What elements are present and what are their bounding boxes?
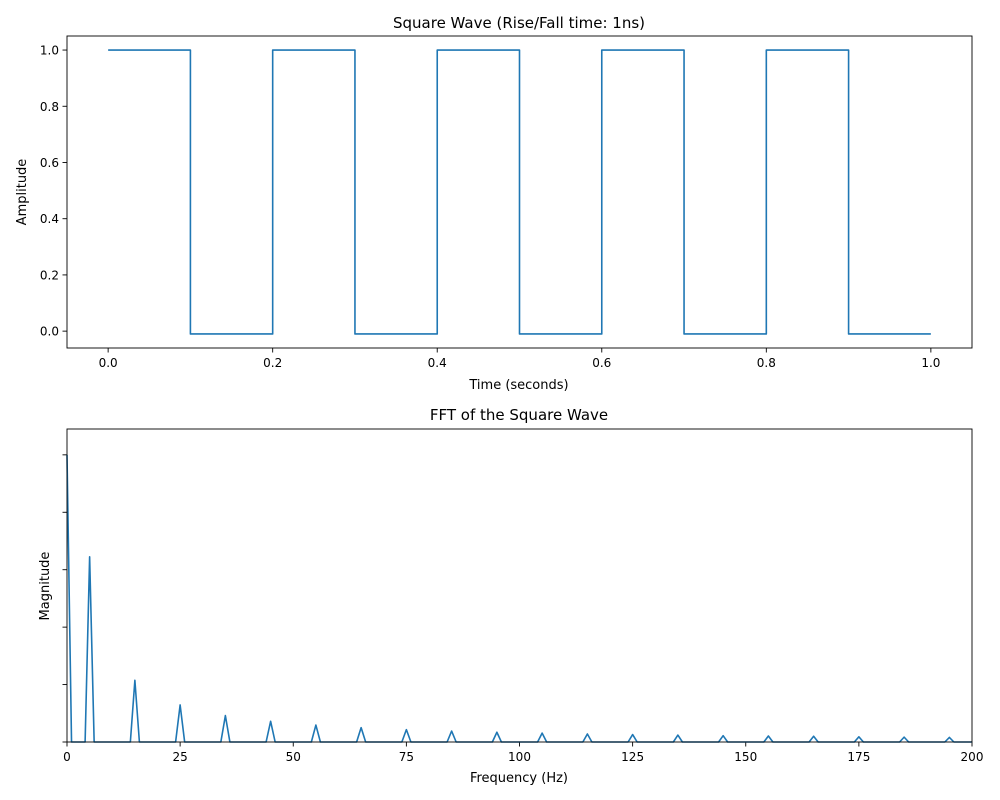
square-wave-ytick-label: 1.0 xyxy=(40,44,59,58)
fft-xtick-label: 75 xyxy=(399,750,414,764)
fft-xtick-label: 175 xyxy=(847,750,870,764)
fft-axes-frame xyxy=(66,428,973,743)
fft-xtick-label: 50 xyxy=(286,750,301,764)
fft-xlabel: Frequency (Hz) xyxy=(470,771,568,786)
fft-xtick-label: 150 xyxy=(734,750,757,764)
square-wave-xlabel: Time (seconds) xyxy=(468,378,568,393)
fft-xtick-label: 0 xyxy=(63,750,71,764)
square-wave-xtick-label: 0.6 xyxy=(592,356,611,370)
square-wave-ticks: 0.0 0.2 0.4 0.6 0.8 1.0 0.0 0.2 0.4 0.6 0.8 1.0 xyxy=(40,44,941,370)
fft-subplot: FFT of the Square Wave Frequency (Hz) Ma… xyxy=(38,406,983,786)
fft-xtick-label: 125 xyxy=(621,750,644,764)
square-wave-xtick-label: 1.0 xyxy=(921,356,940,370)
square-wave-series-line xyxy=(108,49,931,335)
square-wave-ytick-label: 0.6 xyxy=(40,156,59,170)
square-wave-axes-frame xyxy=(66,35,973,349)
square-wave-lines xyxy=(108,49,931,335)
square-wave-ytick-label: 0.4 xyxy=(40,212,59,226)
square-wave-subplot: Square Wave (Rise/Fall time: 1ns) Time (… xyxy=(15,14,973,393)
square-wave-ylabel: Amplitude xyxy=(15,159,30,226)
square-wave-xtick-label: 0.4 xyxy=(428,356,447,370)
fft-ylabel: Magnitude xyxy=(38,552,53,621)
square-wave-ytick-label: 0.0 xyxy=(40,325,59,339)
square-wave-ytick-label: 0.2 xyxy=(40,268,59,282)
square-wave-xtick-label: 0.8 xyxy=(757,356,776,370)
square-wave-xtick-label: 0.2 xyxy=(263,356,282,370)
fft-ticks: 0 25 50 75 100 125 150 175 200 xyxy=(62,454,984,764)
fft-xtick-label: 100 xyxy=(508,750,531,764)
fft-xtick-label: 200 xyxy=(961,750,984,764)
fft-xtick-label: 25 xyxy=(172,750,187,764)
square-wave-xtick-label: 0.0 xyxy=(99,356,118,370)
fft-title: FFT of the Square Wave xyxy=(430,406,608,424)
square-wave-ytick-label: 0.8 xyxy=(40,100,59,114)
square-wave-title: Square Wave (Rise/Fall time: 1ns) xyxy=(393,14,645,32)
